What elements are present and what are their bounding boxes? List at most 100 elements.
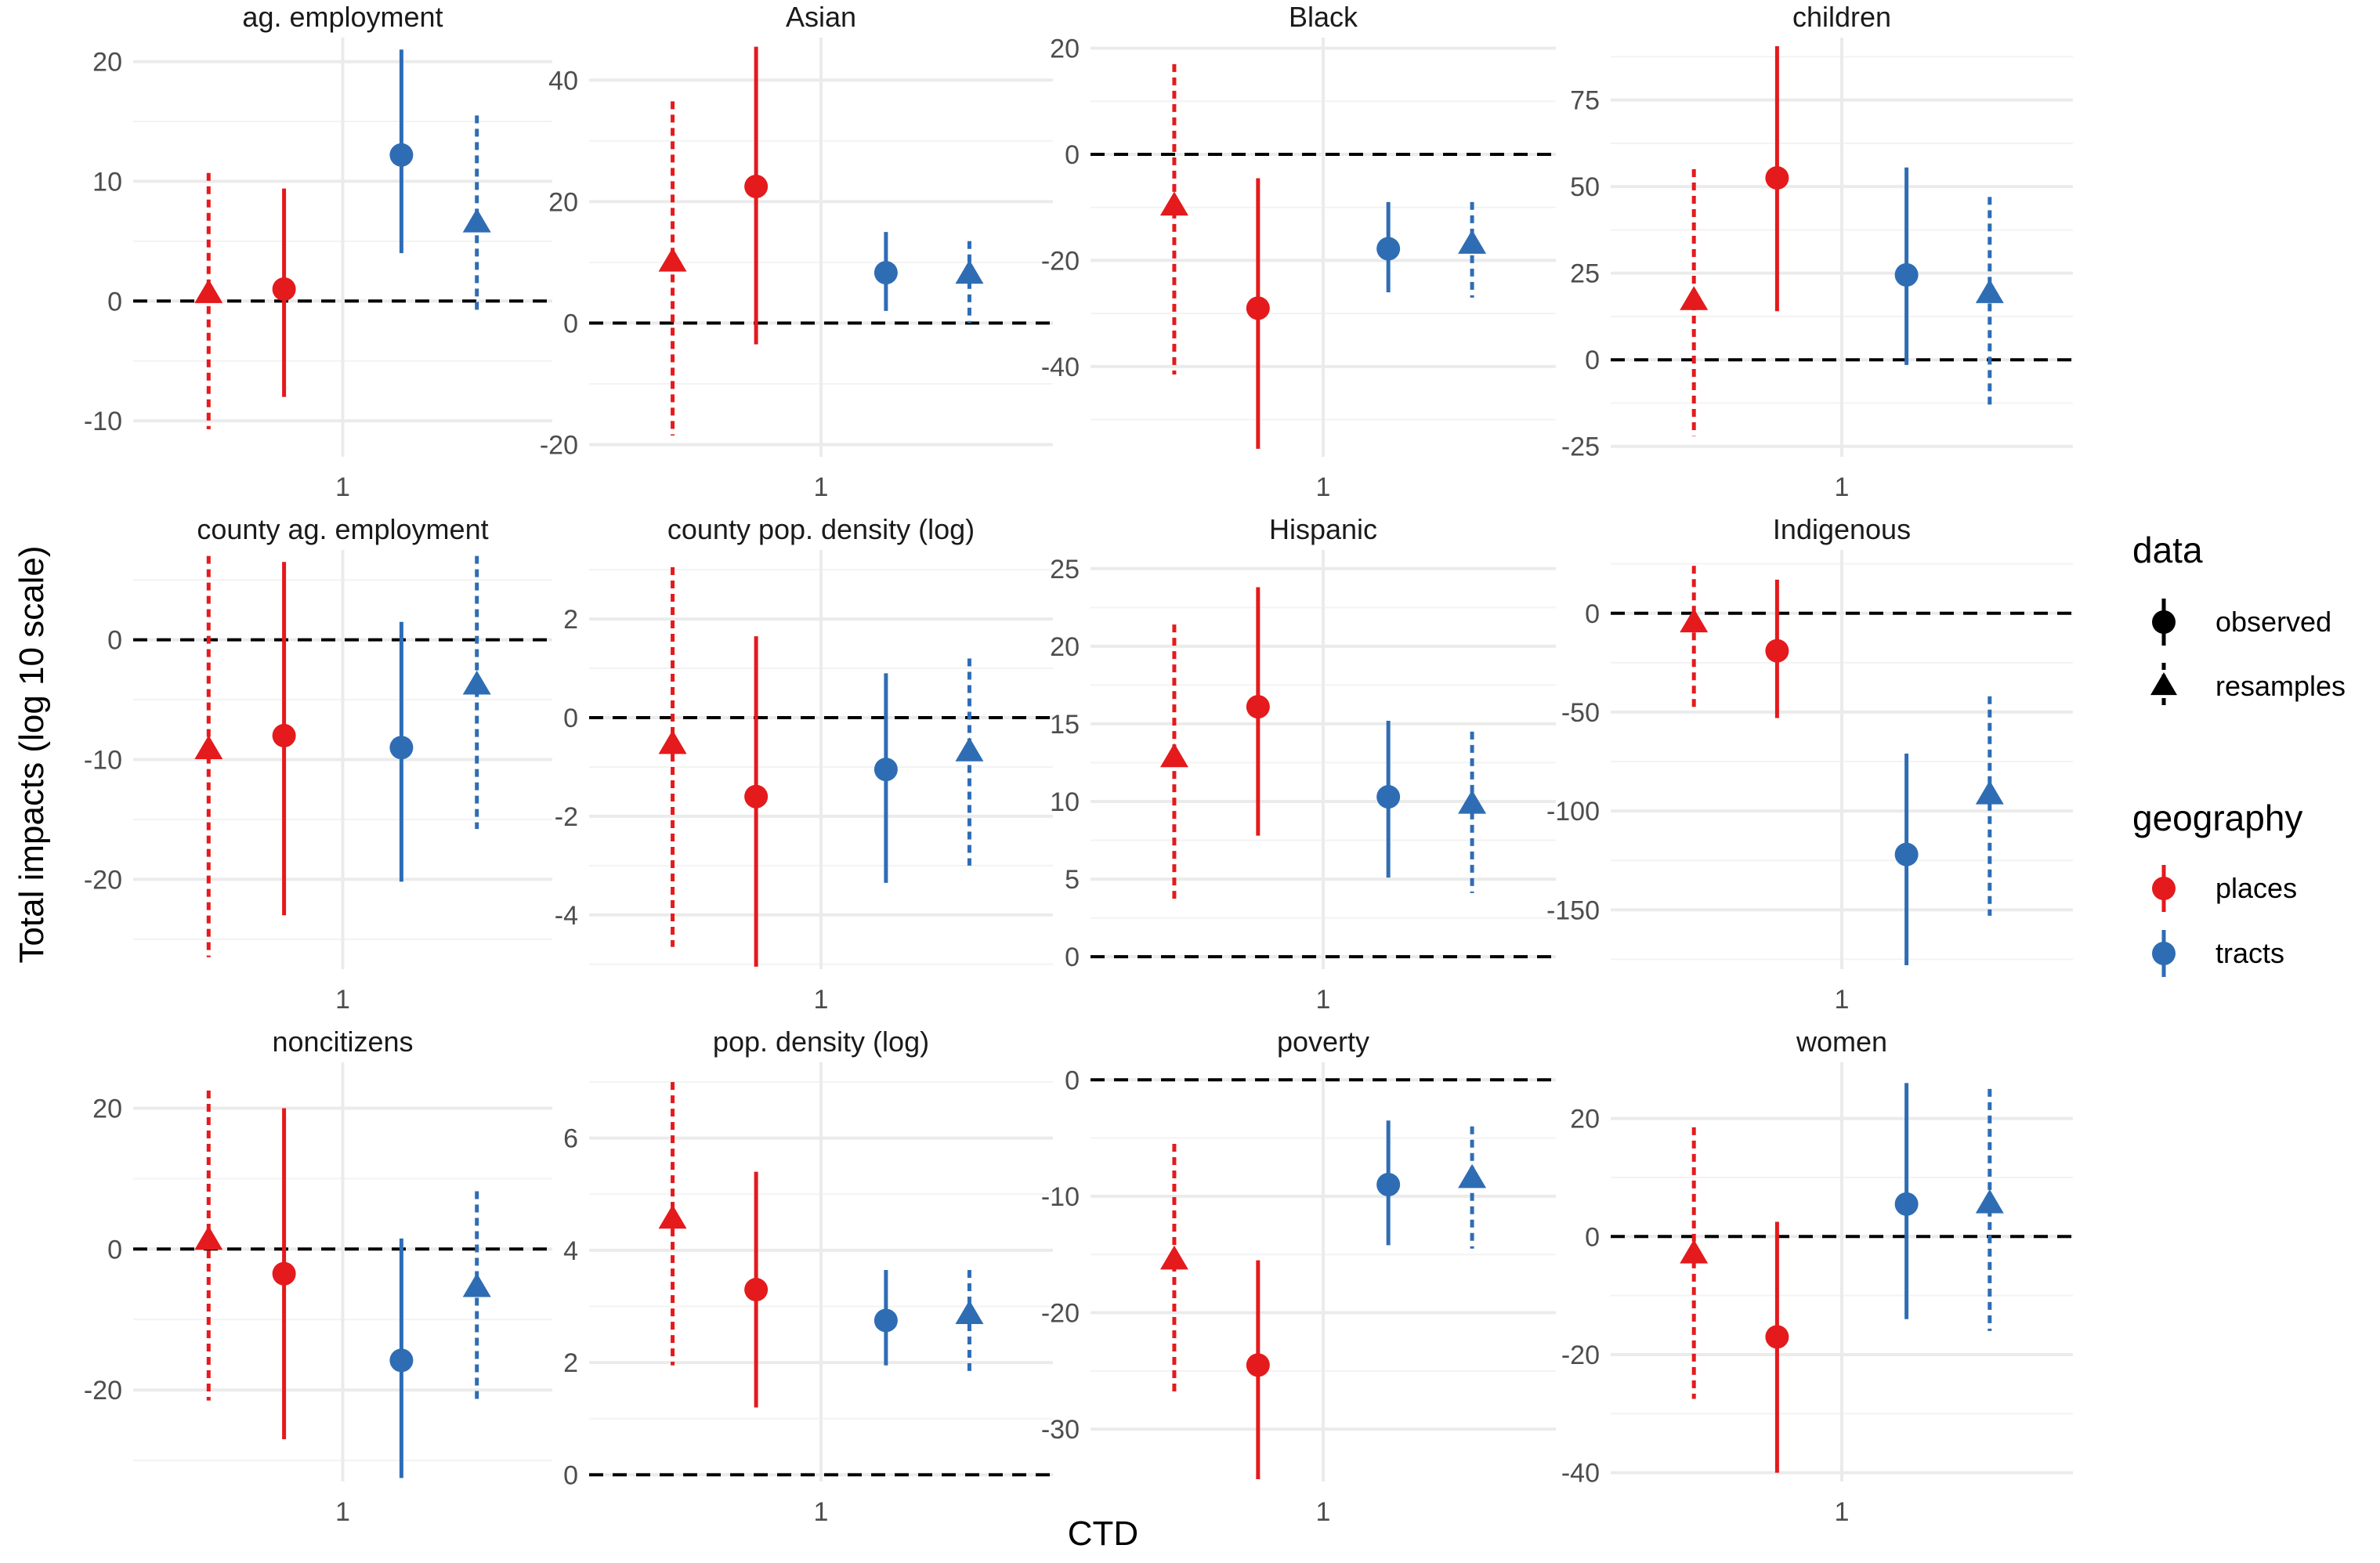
y-tick-label: 0	[1585, 346, 1600, 375]
facet-panels: ag. employment-10010201Asian-20020401Bla…	[84, 1, 2073, 1527]
legend-geography-title: geography	[2132, 798, 2302, 838]
legend-key-shape	[2152, 610, 2176, 634]
y-tick-label: -20	[84, 865, 122, 895]
point-tracts-observed	[874, 261, 898, 285]
legend-key-resamples	[2150, 663, 2177, 710]
y-tick-label: 20	[1050, 34, 1080, 64]
y-tick-label: 6	[563, 1124, 578, 1154]
y-tick-label: 15	[1050, 710, 1080, 740]
y-tick-label: 50	[1570, 172, 1600, 202]
panel-title: noncitizens	[272, 1026, 413, 1058]
point-places-resamples	[658, 247, 687, 272]
point-places-resamples	[1680, 286, 1709, 310]
legend-label-places: places	[2215, 872, 2297, 904]
point-tracts-observed	[1376, 785, 1401, 809]
x-tick-label: 1	[1316, 985, 1331, 1015]
point-places-observed	[1765, 166, 1789, 190]
y-tick-label: 0	[1065, 943, 1080, 972]
point-places-resamples	[1680, 1239, 1709, 1264]
panel-title: women	[1796, 1026, 1887, 1058]
point-tracts-observed	[1894, 842, 1919, 867]
y-tick-label: -30	[1041, 1415, 1080, 1445]
panel-title: poverty	[1277, 1026, 1369, 1058]
x-tick-label: 1	[1316, 472, 1331, 502]
point-tracts-observed	[874, 758, 898, 782]
y-tick-label: -20	[84, 1376, 122, 1406]
y-tick-label: -50	[1561, 698, 1600, 728]
panel-pop-density-log: pop. density (log) 0 2 4 6 1	[563, 1026, 1053, 1527]
x-tick-label: 1	[814, 1497, 829, 1527]
panel-women: women -40 -20 0 20 1	[1561, 1026, 2073, 1527]
y-tick-label: -10	[1041, 1182, 1080, 1212]
panel-title: county ag. employment	[197, 513, 488, 545]
y-tick-label: 0	[1065, 1066, 1080, 1095]
point-places-observed	[744, 1278, 769, 1302]
y-tick-label: 0	[1585, 599, 1600, 629]
point-tracts-resamples	[1458, 790, 1487, 814]
point-tracts-resamples	[1975, 780, 2004, 805]
legend: data observed resamples geography places…	[2132, 530, 2346, 977]
panel-black: Black -40 -20 0 20 1	[1041, 1, 1556, 502]
y-tick-label: -20	[1041, 1299, 1080, 1329]
panel-title: Indigenous	[1773, 513, 1911, 545]
y-tick-label: 75	[1570, 86, 1600, 116]
legend-label-resamples: resamples	[2215, 670, 2346, 702]
y-tick-label: 0	[563, 704, 578, 733]
y-tick-label: -20	[1561, 1340, 1600, 1370]
point-places-resamples	[1159, 1245, 1188, 1270]
y-tick-label: 20	[1050, 632, 1080, 662]
point-tracts-observed	[1376, 1173, 1401, 1197]
point-places-resamples	[1680, 608, 1709, 633]
legend-key-shape	[2152, 942, 2176, 965]
y-tick-label: -25	[1561, 432, 1600, 462]
panel-title: Asian	[786, 1, 856, 33]
panel-county-ag-employment: county ag. employment -20 -10 0 1	[84, 513, 552, 1015]
point-places-observed	[272, 1261, 296, 1286]
point-places-resamples	[1159, 191, 1188, 216]
legend-key-shape	[2152, 877, 2176, 900]
x-tick-label: 1	[1835, 985, 1850, 1015]
x-tick-label: 1	[1835, 1497, 1850, 1527]
point-tracts-observed	[1894, 1192, 1919, 1216]
panel-title: Hispanic	[1269, 513, 1377, 545]
point-places-observed	[1246, 695, 1270, 719]
panel-title: pop. density (log)	[713, 1026, 929, 1058]
y-tick-label: -40	[1041, 353, 1080, 382]
panel-title: county pop. density (log)	[667, 513, 975, 545]
y-tick-label: 20	[92, 1094, 122, 1123]
point-places-resamples	[194, 735, 223, 759]
y-tick-label: 5	[1065, 865, 1080, 895]
y-tick-label: 0	[107, 1235, 122, 1265]
y-tick-label: 20	[92, 48, 122, 78]
panel-asian: Asian -20 0 20 40 1	[540, 1, 1053, 502]
x-tick-label: 1	[335, 985, 350, 1015]
x-tick-label: 1	[335, 472, 350, 502]
point-tracts-resamples	[955, 1300, 984, 1325]
panel-indigenous: Indigenous -150 -100 -50 0 1	[1546, 513, 2073, 1015]
y-tick-label: 25	[1570, 259, 1600, 289]
y-tick-label: -20	[540, 430, 578, 460]
y-tick-label: 0	[107, 287, 122, 317]
panel-noncitizens: noncitizens -20 0 20 1	[84, 1026, 552, 1527]
y-tick-label: 2	[563, 605, 578, 635]
x-tick-label: 1	[1316, 1497, 1331, 1527]
point-places-observed	[1765, 639, 1789, 663]
y-tick-label: -10	[84, 407, 122, 436]
point-tracts-observed	[1376, 237, 1401, 261]
point-tracts-resamples	[1458, 1163, 1487, 1189]
point-places-resamples	[658, 1204, 687, 1229]
legend-label-observed: observed	[2215, 606, 2331, 638]
y-tick-label: 0	[107, 626, 122, 656]
y-tick-label: 0	[1585, 1222, 1600, 1252]
panel-title: ag. employment	[242, 1, 443, 33]
x-tick-label: 1	[814, 472, 829, 502]
y-tick-label: 4	[563, 1236, 578, 1266]
y-tick-label: 2	[563, 1348, 578, 1378]
legend-key-observed	[2152, 599, 2176, 646]
point-places-observed	[1246, 1353, 1270, 1377]
point-tracts-resamples	[1975, 1189, 2004, 1214]
y-tick-label: -20	[1041, 246, 1080, 276]
y-tick-label: 40	[548, 66, 578, 96]
